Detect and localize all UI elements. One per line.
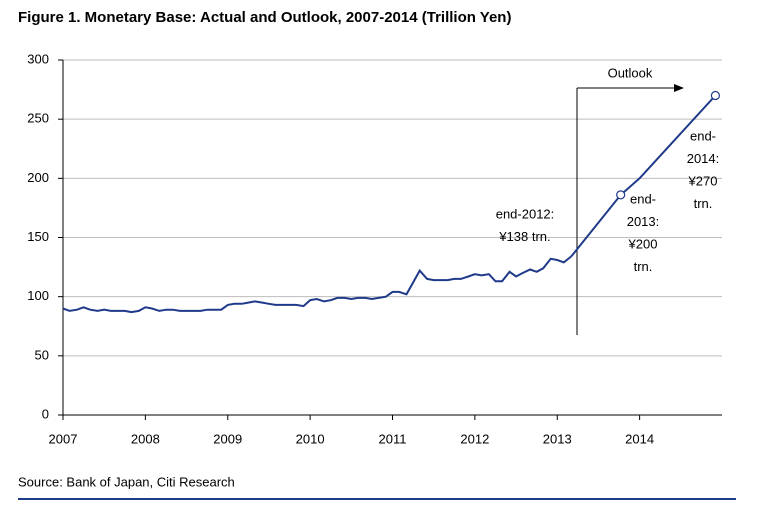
x-tick-label: 2013 bbox=[543, 431, 572, 446]
data-line bbox=[62, 255, 572, 314]
x-tick-label: 2012 bbox=[460, 431, 489, 446]
chart-title: Figure 1. Monetary Base: Actual and Outl… bbox=[18, 9, 511, 26]
x-tick-label: 2008 bbox=[131, 431, 160, 446]
y-tick-label: 0 bbox=[42, 406, 49, 421]
x-tick-label: 2007 bbox=[49, 431, 78, 446]
data-point bbox=[616, 190, 626, 200]
annotation: 2013: bbox=[627, 214, 660, 229]
data-line bbox=[570, 94, 717, 258]
x-tick-label: 2010 bbox=[296, 431, 325, 446]
annotation: ¥200 bbox=[628, 236, 658, 251]
x-tick-label: 2009 bbox=[213, 431, 242, 446]
annotation: end- bbox=[630, 191, 656, 206]
y-tick-label: 200 bbox=[27, 170, 49, 185]
y-tick-label: 150 bbox=[27, 229, 49, 244]
x-tick-label: 2014 bbox=[625, 431, 654, 446]
y-tick-label: 100 bbox=[27, 288, 49, 303]
annotation: trn. bbox=[694, 196, 713, 211]
outlook-arrowhead bbox=[674, 84, 684, 92]
annotation: end-2012: bbox=[496, 206, 555, 221]
annotation: ¥138 trn. bbox=[498, 229, 550, 244]
x-tick-label: 2011 bbox=[379, 431, 407, 446]
outlook-label: Outlook bbox=[608, 65, 653, 80]
annotation: ¥270 bbox=[688, 173, 718, 188]
annotation: trn. bbox=[634, 259, 653, 274]
annotation: end- bbox=[690, 128, 716, 143]
y-tick-label: 250 bbox=[27, 111, 49, 126]
annotation: 2014: bbox=[687, 151, 720, 166]
y-tick-label: 300 bbox=[27, 51, 49, 66]
data-point bbox=[710, 90, 721, 101]
y-tick-label: 50 bbox=[35, 347, 49, 362]
source: Source: Bank of Japan, Citi Research bbox=[18, 474, 235, 489]
